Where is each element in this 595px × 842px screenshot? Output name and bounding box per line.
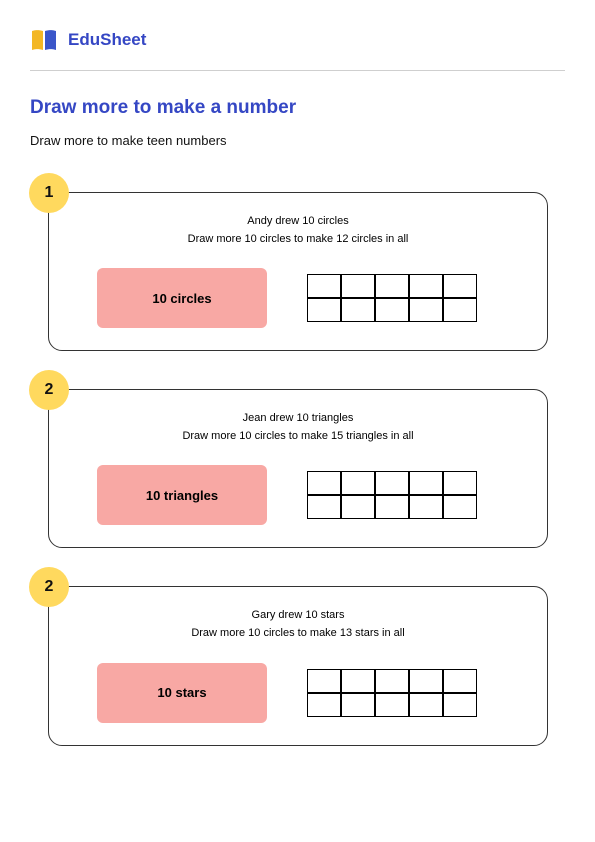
grid-cell bbox=[443, 669, 477, 693]
instruction-line: Draw more 10 circles to make 15 triangle… bbox=[182, 430, 413, 442]
problem-card: 1 Andy drew 10 circles Draw more 10 circ… bbox=[48, 192, 548, 351]
brand-name: EduSheet bbox=[68, 30, 146, 50]
ten-frame bbox=[307, 471, 477, 519]
instruction-line: Draw more 10 circles to make 13 stars in… bbox=[191, 627, 404, 639]
problem-instruction: Andy drew 10 circles Draw more 10 circle… bbox=[69, 213, 527, 248]
problem-badge: 2 bbox=[29, 567, 69, 607]
problem-instruction: Gary drew 10 stars Draw more 10 circles … bbox=[69, 607, 527, 642]
grid-cell bbox=[443, 298, 477, 322]
grid-cell bbox=[443, 693, 477, 717]
grid-cell bbox=[443, 274, 477, 298]
grid-cell bbox=[375, 298, 409, 322]
grid-cell bbox=[307, 471, 341, 495]
shape-count-box: 10 stars bbox=[97, 663, 267, 723]
grid-cell bbox=[307, 693, 341, 717]
problem-card: 2 Gary drew 10 stars Draw more 10 circle… bbox=[48, 586, 548, 745]
ten-frame bbox=[307, 669, 477, 717]
problems-list: 1 Andy drew 10 circles Draw more 10 circ… bbox=[30, 192, 565, 746]
grid-cell bbox=[307, 274, 341, 298]
grid-cell bbox=[375, 274, 409, 298]
instruction-line: Jean drew 10 triangles bbox=[243, 412, 354, 424]
grid-cell bbox=[443, 471, 477, 495]
grid-cell bbox=[409, 471, 443, 495]
grid-cell bbox=[443, 495, 477, 519]
grid-cell bbox=[341, 471, 375, 495]
problem-content: 10 stars bbox=[69, 663, 527, 723]
problem-badge: 2 bbox=[29, 370, 69, 410]
problem-instruction: Jean drew 10 triangles Draw more 10 circ… bbox=[69, 410, 527, 445]
grid-cell bbox=[307, 669, 341, 693]
shape-count-box: 10 triangles bbox=[97, 465, 267, 525]
problem-badge: 1 bbox=[29, 173, 69, 213]
instruction-line: Andy drew 10 circles bbox=[247, 215, 349, 227]
problem-card: 2 Jean drew 10 triangles Draw more 10 ci… bbox=[48, 389, 548, 548]
grid-cell bbox=[341, 669, 375, 693]
grid-cell bbox=[375, 669, 409, 693]
grid-cell bbox=[375, 471, 409, 495]
grid-cell bbox=[375, 495, 409, 519]
problem-content: 10 circles bbox=[69, 268, 527, 328]
grid-cell bbox=[307, 495, 341, 519]
problem-content: 10 triangles bbox=[69, 465, 527, 525]
grid-cell bbox=[307, 298, 341, 322]
page-subtitle: Draw more to make teen numbers bbox=[30, 133, 565, 148]
grid-cell bbox=[341, 274, 375, 298]
shape-count-box: 10 circles bbox=[97, 268, 267, 328]
instruction-line: Draw more 10 circles to make 12 circles … bbox=[188, 233, 409, 245]
book-icon bbox=[30, 28, 58, 52]
grid-cell bbox=[341, 298, 375, 322]
grid-cell bbox=[409, 693, 443, 717]
instruction-line: Gary drew 10 stars bbox=[252, 609, 345, 621]
grid-cell bbox=[409, 274, 443, 298]
grid-cell bbox=[409, 495, 443, 519]
grid-cell bbox=[341, 495, 375, 519]
grid-cell bbox=[341, 693, 375, 717]
grid-cell bbox=[409, 298, 443, 322]
header: EduSheet bbox=[30, 28, 565, 71]
ten-frame bbox=[307, 274, 477, 322]
page-title: Draw more to make a number bbox=[30, 97, 565, 119]
grid-cell bbox=[375, 693, 409, 717]
grid-cell bbox=[409, 669, 443, 693]
